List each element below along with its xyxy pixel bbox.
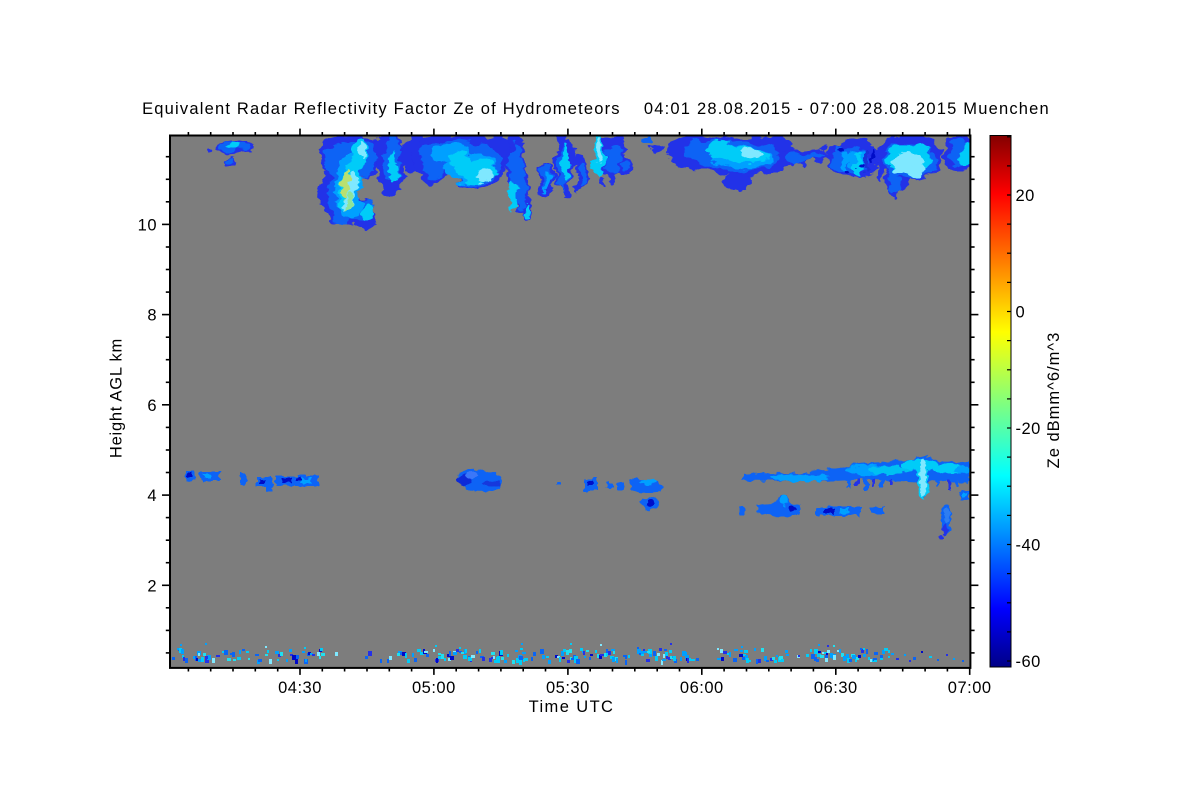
svg-text:Height AGL km: Height AGL km: [108, 338, 126, 458]
svg-text:06:00: 06:00: [680, 679, 724, 697]
svg-text:6: 6: [147, 397, 157, 415]
svg-text:07:00: 07:00: [948, 679, 992, 697]
svg-text:05:30: 05:30: [546, 679, 590, 697]
svg-text:04:30: 04:30: [278, 679, 322, 697]
svg-text:20: 20: [1016, 187, 1035, 205]
svg-text:4: 4: [147, 487, 157, 505]
svg-text:Ze dBmm^6/m^3: Ze dBmm^6/m^3: [1045, 332, 1063, 469]
svg-text:2: 2: [147, 577, 157, 595]
svg-text:06:30: 06:30: [814, 679, 858, 697]
svg-text:-60: -60: [1016, 653, 1041, 671]
svg-text:0: 0: [1016, 304, 1026, 322]
svg-text:-40: -40: [1016, 537, 1041, 555]
svg-text:05:00: 05:00: [412, 679, 456, 697]
svg-text:Time UTC: Time UTC: [529, 698, 615, 716]
svg-text:Equivalent Radar Reflectivity: Equivalent Radar Reflectivity Factor Ze …: [142, 100, 1050, 118]
svg-text:-20: -20: [1016, 420, 1041, 438]
svg-text:8: 8: [147, 307, 157, 325]
svg-text:10: 10: [138, 216, 157, 234]
